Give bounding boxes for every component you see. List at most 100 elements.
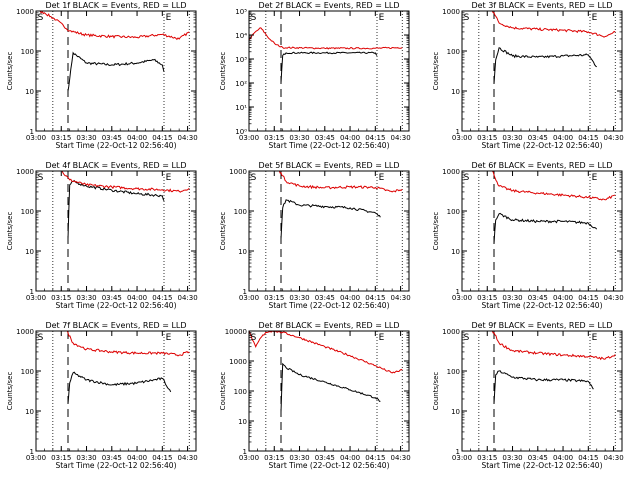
chart-panel-7: Det 7f BLACK = Events, RED = LLD 1 10 100 10… — [6, 321, 198, 470]
x-tick-label: 04:15 — [578, 294, 598, 302]
marker-e: E — [592, 173, 598, 183]
series-line-events — [493, 370, 594, 405]
y-tick-label: 10 — [451, 88, 460, 96]
y-tick-label: 1 — [30, 288, 34, 296]
x-axis-label: Start Time (22-Oct-12 02:56:40) — [268, 301, 389, 310]
chart-panel-3: Det 3f BLACK = Events, RED = LLD 1 10 100 10… — [432, 1, 624, 150]
x-tick-label: 04:15 — [365, 454, 385, 462]
marker-e: E — [379, 333, 385, 343]
chart-panel-8: Det 8f BLACK = Events, RED = LLD 1 10 100 10… — [219, 321, 411, 470]
x-tick-label: 04:15 — [152, 294, 172, 302]
x-axis-label: Start Time (22-Oct-12 02:56:40) — [268, 461, 389, 470]
marker-e: E — [592, 333, 598, 343]
x-axis-label: Start Time (22-Oct-12 02:56:40) — [268, 141, 389, 150]
x-tick-label: 03:45 — [315, 454, 335, 462]
x-tick-label: 03:30 — [289, 454, 309, 462]
y-tick-label: 1000 — [442, 168, 460, 176]
x-tick-label: 03:45 — [315, 134, 335, 142]
x-tick-label: 04:00 — [340, 294, 360, 302]
series-line-events — [67, 51, 165, 92]
x-tick-label: 03:45 — [528, 454, 548, 462]
x-tick-label: 03:45 — [102, 294, 122, 302]
series-line-lld — [491, 11, 616, 38]
series-line-events — [493, 212, 598, 245]
x-tick-label: 03:00 — [452, 134, 472, 142]
y-tick-label: 1000 — [16, 328, 34, 336]
marker-e: E — [379, 13, 385, 23]
y-tick-label: 10 — [25, 408, 34, 416]
x-tick-label: 03:15 — [477, 294, 497, 302]
chart-title: Det 6f BLACK = Events, RED = LLD — [471, 161, 612, 170]
x-tick-label: 03:15 — [264, 294, 284, 302]
y-tick-label: 100 — [21, 48, 34, 56]
marker-e: E — [166, 13, 172, 23]
marker-s: S — [251, 173, 257, 183]
series-line-lld — [491, 331, 616, 361]
marker-e: E — [379, 173, 385, 183]
marker-s: S — [251, 13, 257, 23]
y-tick-label: 10 — [25, 88, 34, 96]
x-tick-label: 04:15 — [152, 454, 172, 462]
chart-title: Det 8f BLACK = Events, RED = LLD — [258, 321, 399, 330]
x-tick-label: 04:30 — [390, 294, 410, 302]
y-tick-label: 1000 — [229, 168, 247, 176]
x-tick-label: 03:00 — [239, 134, 259, 142]
x-tick-label: 03:15 — [51, 134, 71, 142]
plot-frame — [248, 170, 410, 292]
y-axis-label: Counts/sec — [219, 52, 227, 91]
plot-frame — [461, 330, 623, 452]
x-axis-label: Start Time (22-Oct-12 02:56:40) — [481, 461, 602, 470]
x-tick-label: 04:30 — [603, 454, 623, 462]
x-axis-label: Start Time (22-Oct-12 02:56:40) — [481, 301, 602, 310]
chart-title: Det 7f BLACK = Events, RED = LLD — [45, 321, 186, 330]
series-line-events — [280, 199, 381, 240]
series-line-lld — [37, 11, 190, 41]
y-axis-label: Counts/sec — [219, 212, 227, 251]
chart-panel-5: Det 5f BLACK = Events, RED = LLD 1 10 100 10… — [219, 161, 411, 310]
series-line-lld — [36, 171, 190, 193]
chart-title: Det 1f BLACK = Events, RED = LLD — [45, 1, 186, 10]
marker-s: S — [464, 13, 470, 23]
x-tick-label: 03:15 — [264, 454, 284, 462]
series-group — [37, 11, 190, 92]
chart-title: Det 2f BLACK = Events, RED = LLD — [258, 1, 399, 10]
chart-panel-1: Det 1f BLACK = Events, RED = LLD 1 10 100 10… — [6, 1, 198, 150]
y-tick-label: 10³ — [235, 56, 247, 64]
x-tick-label: 04:00 — [340, 454, 360, 462]
y-tick-label: 10² — [235, 80, 247, 88]
x-tick-label: 04:30 — [177, 454, 197, 462]
y-tick-label: 1 — [456, 288, 460, 296]
x-tick-label: 04:15 — [365, 134, 385, 142]
chart-panel-2: Det 2f BLACK = Events, RED = LLD 10⁰ 10¹ 10… — [219, 1, 411, 150]
marker-e: E — [592, 13, 598, 23]
x-tick-label: 03:00 — [26, 294, 46, 302]
x-tick-label: 03:00 — [239, 454, 259, 462]
series-line-lld — [491, 171, 616, 201]
series-group — [36, 171, 190, 240]
chart-title: Det 4f BLACK = Events, RED = LLD — [45, 161, 186, 170]
x-tick-label: 04:30 — [390, 134, 410, 142]
x-tick-label: 03:30 — [76, 134, 96, 142]
marker-s: S — [464, 173, 470, 183]
series-group — [278, 171, 403, 240]
series-line-lld — [278, 171, 403, 193]
series-group — [66, 331, 190, 405]
y-tick-label: 1 — [243, 288, 247, 296]
x-tick-label: 03:00 — [452, 454, 472, 462]
plot-frame — [248, 10, 410, 132]
plot-frame — [248, 330, 410, 452]
x-tick-label: 03:30 — [502, 294, 522, 302]
y-tick-label: 100 — [234, 208, 247, 216]
marker-s: S — [251, 333, 257, 343]
y-tick-label: 100 — [21, 368, 34, 376]
x-tick-label: 03:45 — [102, 134, 122, 142]
y-tick-label: 10000 — [225, 328, 247, 336]
x-tick-label: 03:30 — [289, 294, 309, 302]
y-tick-label: 10 — [238, 248, 247, 256]
series-group — [491, 171, 616, 245]
chart-panel-6: Det 6f BLACK = Events, RED = LLD 1 10 100 10… — [432, 161, 624, 310]
marker-s: S — [464, 333, 470, 343]
x-tick-label: 03:15 — [51, 294, 71, 302]
series-line-lld — [66, 331, 190, 357]
